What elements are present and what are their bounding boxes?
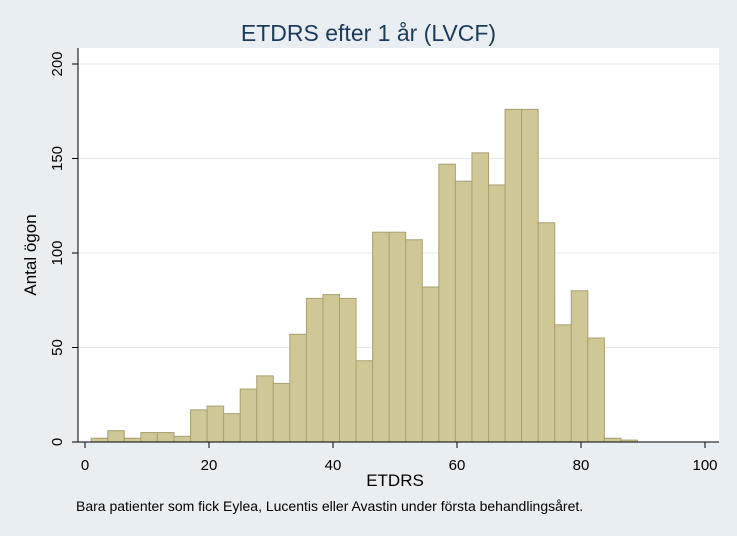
x-tick-label: 60 [449, 457, 466, 474]
x-tick-label: 0 [81, 457, 89, 474]
histogram-bar [554, 324, 572, 443]
chart-title: ETDRS efter 1 år (LVCF) [240, 20, 497, 46]
histogram-bar [190, 409, 208, 443]
y-tick-label: 150 [49, 146, 66, 171]
histogram-bar [388, 231, 407, 443]
histogram-bar [256, 375, 274, 443]
x-tick-label: 40 [325, 457, 342, 474]
histogram-bar [421, 286, 440, 443]
histogram-bar [603, 437, 622, 443]
histogram-bar [206, 405, 225, 443]
chart-footnote: Bara patienter som fick Eylea, Lucentis … [76, 498, 584, 514]
histogram-bar [223, 413, 241, 443]
histogram-bar [521, 108, 539, 443]
histogram-bar [272, 382, 291, 443]
histogram-bar [322, 294, 341, 443]
histogram-bar [355, 360, 374, 443]
histogram-bar [471, 152, 489, 443]
axes: 0 50 100 150 200 0 20 40 60 80 100 [49, 48, 719, 474]
histogram-bar [587, 337, 605, 443]
histogram-bar [570, 290, 589, 443]
histogram-bar [140, 432, 158, 443]
y-axis-label: Antal ögon [21, 214, 40, 295]
histogram-bar [173, 435, 192, 443]
histogram-bar [405, 239, 423, 443]
histogram-bar [107, 430, 125, 443]
histogram-bars [90, 108, 638, 443]
histogram-bar [156, 432, 175, 443]
y-tick-label: 50 [49, 339, 66, 356]
y-tick-label: 0 [49, 438, 66, 446]
histogram-bar [305, 297, 324, 443]
histogram-bar [289, 333, 307, 443]
x-tick-label: 100 [692, 457, 717, 474]
y-tick-label: 200 [49, 51, 66, 76]
x-axis-label: ETDRS [366, 471, 424, 490]
histogram-bar [90, 437, 109, 443]
histogram-bar [438, 163, 456, 443]
histogram-bar [504, 108, 523, 443]
histogram-bar [537, 222, 556, 443]
histogram-bar [239, 388, 258, 443]
histogram-bar [123, 437, 142, 443]
histogram-bar [487, 184, 506, 443]
histogram-bar [372, 231, 390, 443]
x-tick-label: 20 [201, 457, 218, 474]
histogram-bar [339, 297, 357, 443]
y-tick-label: 100 [49, 240, 66, 265]
x-tick-label: 80 [573, 457, 590, 474]
histogram-bar [454, 180, 473, 443]
